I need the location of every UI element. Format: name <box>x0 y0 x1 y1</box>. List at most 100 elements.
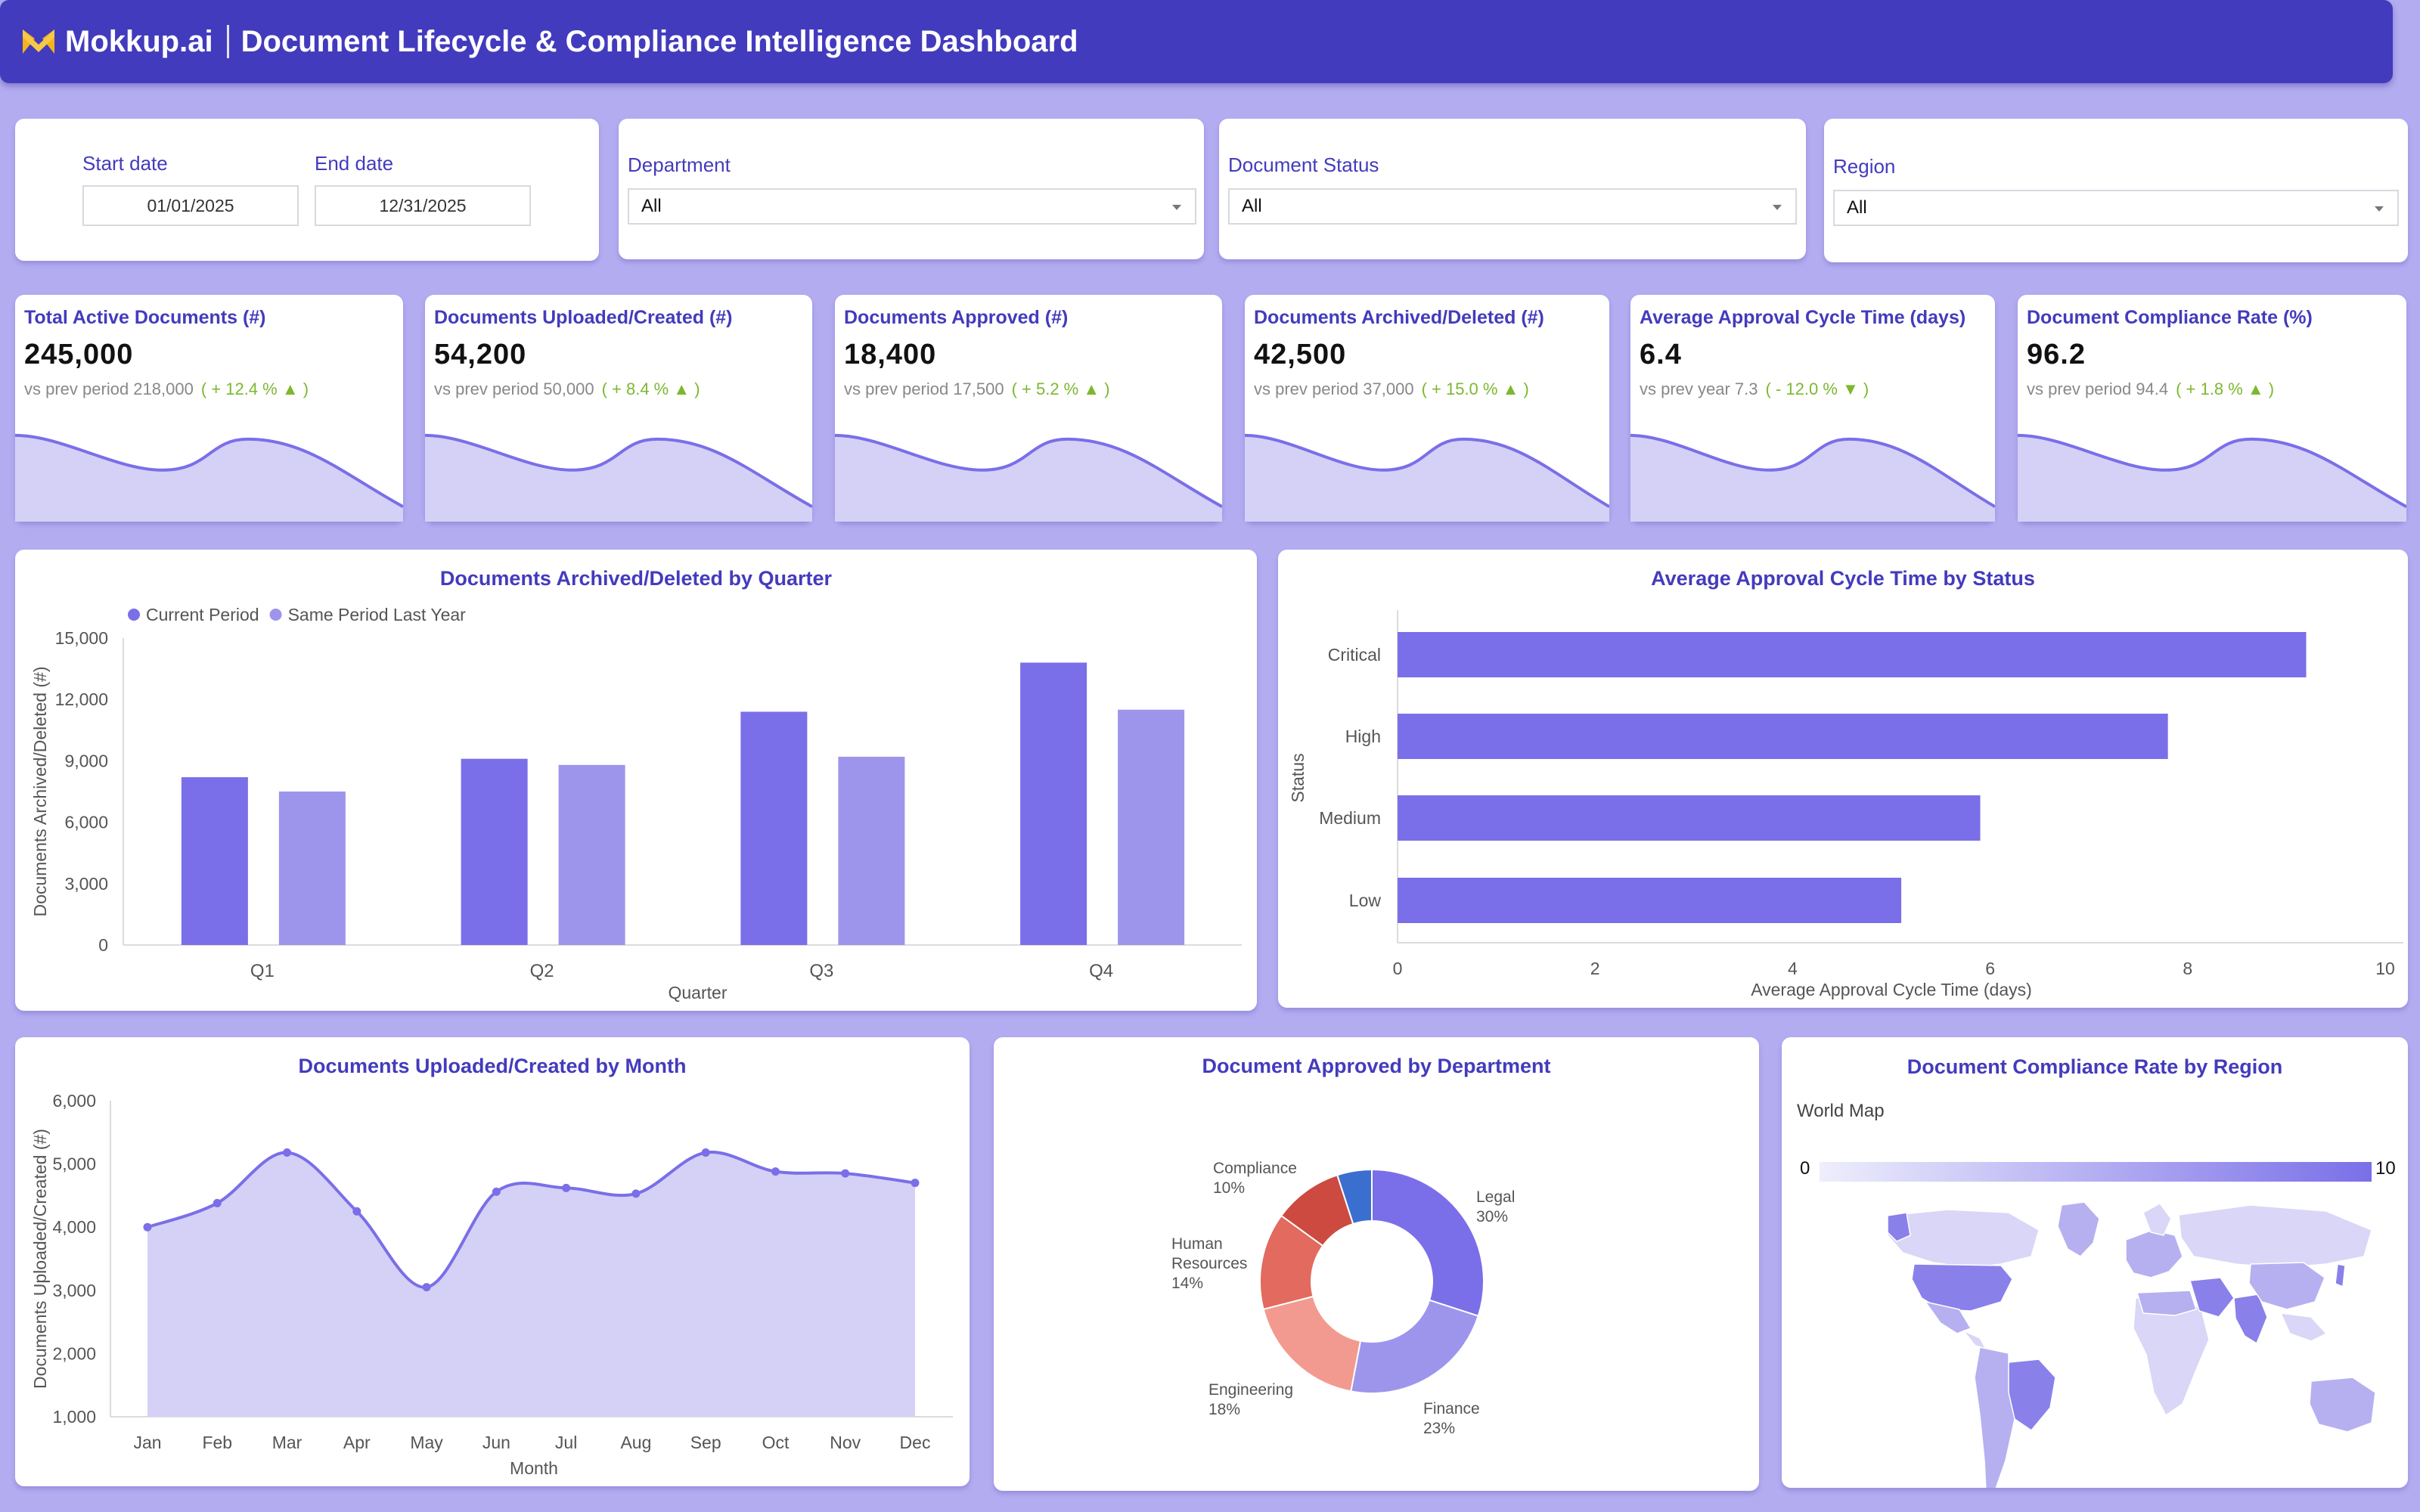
brand-name: Mokkup.ai <box>65 24 213 58</box>
chart-title: Average Approval Cycle Time by Status <box>1651 567 2035 590</box>
region-russia[interactable] <box>2178 1204 2372 1269</box>
chevron-down-icon <box>1773 204 1782 210</box>
y-tick-label: 12,000 <box>55 689 108 709</box>
kpi-comparison: vs prev period 94.4 ( + 1.8 % ▲ ) <box>2027 380 2274 399</box>
point-sep[interactable] <box>701 1148 710 1157</box>
kpi-title: Documents Archived/Deleted (#) <box>1254 307 1544 328</box>
x-axis-label: Month <box>510 1458 558 1478</box>
bar-high[interactable] <box>1398 714 2168 759</box>
bar-q4-series-2[interactable] <box>1118 709 1185 945</box>
region-se-asia[interactable] <box>2279 1312 2328 1342</box>
status-select[interactable]: All <box>1228 188 1797 225</box>
point-feb[interactable] <box>213 1198 222 1207</box>
kpi-value: 42,500 <box>1254 339 1347 370</box>
kpi-comparison: vs prev period 50,000 ( + 8.4 % ▲ ) <box>434 380 700 399</box>
point-dec[interactable] <box>911 1179 920 1188</box>
kpi-sparkline-area <box>425 435 812 522</box>
kpi-card-approval-cycle[interactable]: Average Approval Cycle Time (days) 6.4 v… <box>1630 295 1995 522</box>
bar-q1-series-1[interactable] <box>181 777 248 945</box>
region-scandinavia[interactable] <box>2142 1203 2172 1236</box>
kpi-sparkline-area <box>1245 435 1609 522</box>
x-tick-label: Mar <box>272 1433 302 1452</box>
donut-slice-other[interactable] <box>1336 1168 1373 1225</box>
kpi-card-uploaded[interactable]: Documents Uploaded/Created (#) 54,200 vs… <box>425 295 812 522</box>
region-central[interactable] <box>1962 1330 1987 1350</box>
region-greenland[interactable] <box>2057 1201 2100 1257</box>
kpi-prev-value: vs prev year 7.3 <box>1640 380 1758 398</box>
bar-q3-series-1[interactable] <box>740 711 808 945</box>
region-north-africa[interactable] <box>2136 1290 2197 1316</box>
start-date-input[interactable]: 01/01/2025 <box>82 185 299 226</box>
bar-low[interactable] <box>1398 878 1902 923</box>
end-date-input[interactable]: 12/31/2025 <box>315 185 531 226</box>
point-jun[interactable] <box>492 1187 501 1196</box>
bar-q2-series-1[interactable] <box>461 758 528 945</box>
region-middle-east[interactable] <box>2189 1277 2235 1318</box>
region-japan[interactable] <box>2335 1263 2346 1288</box>
donut-slice-finance[interactable] <box>1350 1299 1480 1394</box>
y-tick-label: 6,000 <box>52 1091 96 1111</box>
point-aug[interactable] <box>631 1189 641 1198</box>
kpi-value: 54,200 <box>434 339 527 370</box>
y-tick-label: 4,000 <box>52 1217 96 1237</box>
region-china[interactable] <box>2248 1262 2325 1310</box>
kpi-sparkline <box>15 433 403 522</box>
kpi-sparkline-area <box>2018 435 2406 522</box>
point-apr[interactable] <box>352 1207 361 1216</box>
kpi-card-approved[interactable]: Documents Approved (#) 18,400 vs prev pe… <box>835 295 1222 522</box>
kpi-change: ( + 15.0 % ▲ ) <box>1421 380 1529 398</box>
bar-q1-series-2[interactable] <box>278 792 346 945</box>
brand-logo[interactable]: Mokkup.ai <box>21 25 213 59</box>
region-south-america[interactable] <box>1974 1346 2015 1488</box>
point-jan[interactable] <box>143 1222 152 1232</box>
kpi-comparison: vs prev period 37,000 ( + 15.0 % ▲ ) <box>1254 380 1529 399</box>
y-axis-label: Status <box>1288 753 1308 802</box>
kpi-card-total-active[interactable]: Total Active Documents (#) 245,000 vs pr… <box>15 295 403 522</box>
department-filter-card: Department All <box>619 119 1204 259</box>
legend-label[interactable]: Same Period Last Year <box>288 605 467 624</box>
kpi-sparkline <box>1245 433 1609 522</box>
approval-by-status-chart: Critical High Medium Low 0 2 4 6 8 10 Average Appr… <box>1288 610 2403 999</box>
region-europe[interactable] <box>2125 1229 2183 1278</box>
bar-q2-series-2[interactable] <box>558 764 625 945</box>
bar-medium[interactable] <box>1398 795 1981 841</box>
world-map[interactable]: 0 10 <box>1782 1037 2408 1488</box>
x-tick-label: Q3 <box>809 961 833 981</box>
donut-slice-engineering[interactable] <box>1262 1295 1362 1393</box>
kpi-card-archived[interactable]: Documents Archived/Deleted (#) 42,500 vs… <box>1245 295 1609 522</box>
kpi-card-compliance-rate[interactable]: Document Compliance Rate (%) 96.2 vs pre… <box>2018 295 2406 522</box>
kpi-comparison: vs prev period 218,000 ( + 12.4 % ▲ ) <box>24 380 309 399</box>
point-oct[interactable] <box>771 1167 780 1176</box>
status-select-value: All <box>1242 196 1262 216</box>
point-may[interactable] <box>422 1283 431 1292</box>
kpi-prev-value: vs prev period 94.4 <box>2027 380 2169 398</box>
archived-by-quarter-chart: 0 3,000 6,000 9,000 12,000 15,000 Q1 Q2 Q3 Q4 Quar… <box>30 605 1242 1002</box>
point-mar[interactable] <box>283 1148 292 1157</box>
kpi-value: 18,400 <box>844 339 937 370</box>
department-select[interactable]: All <box>628 188 1196 225</box>
x-tick-label: Q1 <box>250 961 275 981</box>
scale-max-label: 10 <box>2375 1158 2396 1179</box>
region-canada[interactable] <box>1887 1209 2040 1269</box>
region-alaska[interactable] <box>1887 1212 1911 1242</box>
bar-critical[interactable] <box>1398 632 2307 677</box>
kpi-value: 6.4 <box>1640 339 1682 370</box>
point-jul[interactable] <box>562 1183 571 1192</box>
y-tick-label: 6,000 <box>64 813 108 832</box>
region-australia[interactable] <box>2309 1377 2376 1433</box>
region-select[interactable]: All <box>1833 190 2399 226</box>
donut-slice-legal[interactable] <box>1371 1168 1485 1317</box>
y-tick-label: 9,000 <box>64 751 108 770</box>
y-tick-label: 5,000 <box>52 1154 96 1174</box>
bar-q4-series-1[interactable] <box>1020 662 1087 945</box>
bar-q3-series-2[interactable] <box>838 756 905 945</box>
x-tick-label: Q2 <box>530 961 554 981</box>
legend-label[interactable]: Current Period <box>146 605 259 624</box>
y-tick-label: Medium <box>1319 808 1381 828</box>
region-usa[interactable] <box>1911 1263 2013 1312</box>
kpi-sparkline-line <box>15 433 403 508</box>
point-nov[interactable] <box>841 1169 850 1178</box>
kpi-change: ( + 5.2 % ▲ ) <box>1011 380 1110 398</box>
x-tick-label: 4 <box>1788 959 1798 978</box>
kpi-title: Average Approval Cycle Time (days) <box>1640 307 1966 328</box>
